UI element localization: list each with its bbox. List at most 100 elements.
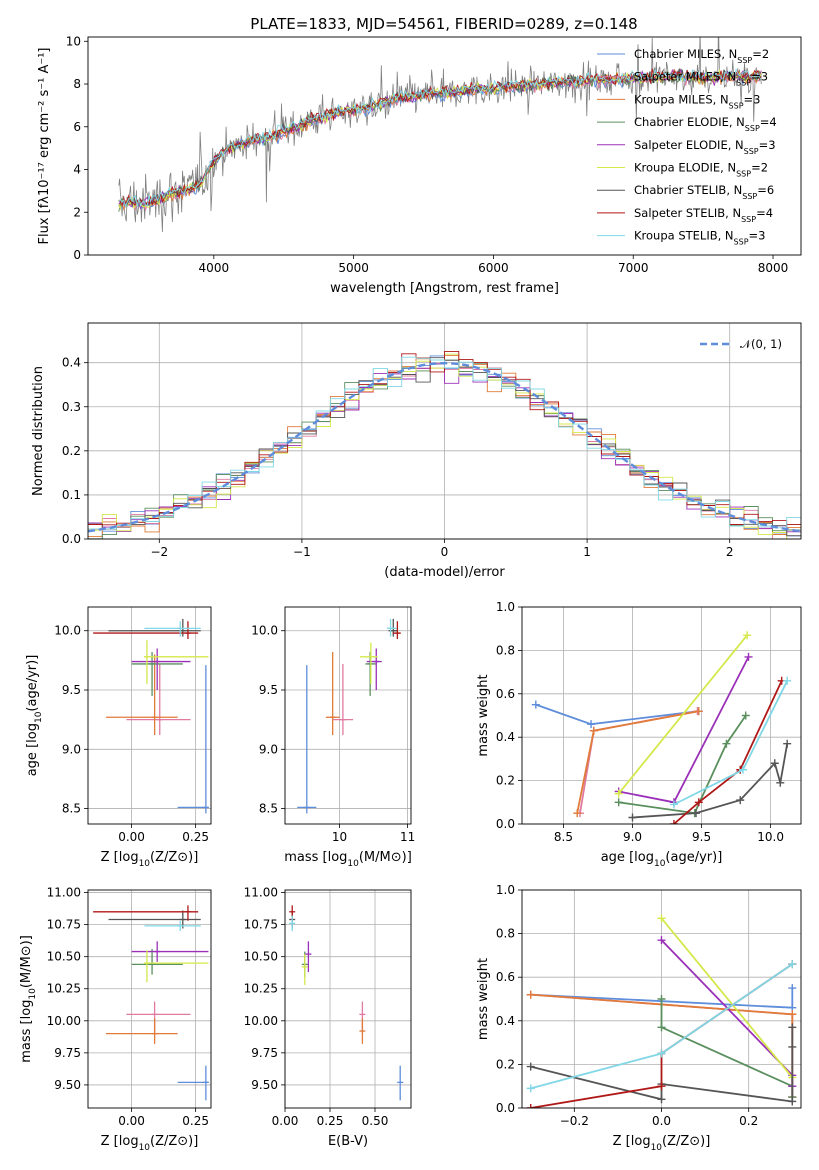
y-tick-label: 10.75 (47, 918, 81, 932)
y-tick-label: 9.0 (62, 742, 81, 756)
panel-weight_vs_Z: −0.2 0.0 0.2 0.0 0.2 0.4 0.6 0.8 1.0 Z [log10(Z/Z… (476, 883, 802, 1153)
plus-marker (788, 1097, 797, 1106)
plus-marker (587, 720, 596, 729)
x-tick-label: −1 (293, 545, 311, 559)
axes-frame (87, 36, 802, 256)
plot-area (93, 618, 209, 814)
plus-marker (628, 813, 637, 822)
x-tick-label: 8000 (758, 261, 789, 275)
y-axis-label: mass weight (476, 958, 491, 1040)
series-line (618, 634, 748, 795)
weight-series (669, 676, 792, 809)
series-line (535, 703, 699, 726)
plus-marker (783, 739, 792, 748)
y-tick-label: 9.5 (62, 683, 81, 697)
y-axis-label: mass weight (476, 674, 491, 756)
y-tick-label: 10.0 (251, 624, 278, 638)
plot-area (531, 631, 792, 824)
x-tick-label: 1 (583, 545, 591, 559)
x-tick-label: −0.2 (560, 1114, 589, 1128)
data-point (392, 621, 401, 640)
weight-series (614, 652, 753, 807)
data-point (359, 642, 378, 685)
weight-series (657, 995, 797, 1102)
plus-marker (788, 1023, 797, 1032)
plus-marker (526, 1084, 535, 1093)
y-tick-label: 0.4 (496, 1014, 515, 1028)
y-tick-label: 1.0 (496, 883, 515, 897)
x-tick-label: 0.25 (317, 1114, 344, 1128)
data-point (131, 948, 183, 975)
y-tick-label: 9.75 (251, 1046, 278, 1060)
x-tick-label: −2 (150, 545, 168, 559)
y-axis-label: Normed distribution (31, 366, 46, 496)
y-tick-label: 0.0 (62, 532, 81, 546)
y-tick-label: 0.0 (496, 817, 515, 831)
plus-marker (783, 676, 792, 685)
legend: Chabrier MILES, NSSP=2 Salpeter MILES, NS… (597, 47, 777, 246)
y-tick-label: 10.50 (47, 950, 81, 964)
axes-frame (87, 322, 802, 540)
panel-residuals: −2 −1 0 1 2 0.0 0.1 0.2 0.3 0.4 (data-model)/error… (31, 322, 802, 580)
y-tick-label: 0.2 (496, 774, 515, 788)
y-tick-label: 10.25 (244, 982, 278, 996)
y-tick-label: 11.00 (244, 886, 278, 900)
x-tick-label: 9.0 (623, 830, 642, 844)
y-tick-label: 2 (73, 205, 81, 219)
x-tick-label: 0.25 (182, 1114, 209, 1128)
weight-series (526, 1023, 797, 1106)
plus-marker (589, 726, 598, 735)
panel-age_vs_Z: 0.00 0.25 8.5 9.0 9.5 10.0 Z [log10(Z/Z⊙)] age … (25, 606, 212, 869)
data-point (105, 654, 178, 736)
data-point (144, 621, 201, 637)
plot-area (93, 905, 209, 1101)
y-tick-label: 0.1 (62, 488, 81, 502)
y-tick-label: 9.50 (54, 1078, 81, 1092)
plus-marker (692, 809, 701, 818)
y-axis-label: Flux [fλ10⁻¹⁷ erg cm⁻² s⁻¹ A⁻¹] (37, 48, 52, 245)
series-line (579, 710, 698, 814)
y-tick-label: 9.75 (54, 1046, 81, 1060)
data-point (143, 640, 209, 685)
axes-frame (87, 889, 212, 1109)
panel-age_vs_mass: 10 11 8.5 9.0 9.5 10.0 mass [log10(M/M⊙)] (251, 606, 415, 869)
y-tick-label: 0 (73, 248, 81, 262)
y-tick-label: 1.0 (496, 600, 515, 614)
y-tick-label: 10.75 (244, 918, 278, 932)
residual-histogram (88, 363, 801, 533)
x-tick-label: 0.00 (118, 1114, 145, 1128)
y-axis-label: mass [log10(M/M⊙)] (19, 935, 38, 1063)
x-tick-label: 6000 (478, 261, 509, 275)
plus-marker (770, 759, 779, 768)
plot-area (118, 37, 762, 233)
y-tick-label: 0.8 (496, 643, 515, 657)
plus-marker (743, 631, 752, 640)
plus-marker (531, 700, 540, 709)
plus-marker (614, 789, 623, 798)
y-axis-label: age [log10(age/yr)] (25, 655, 44, 777)
model-spectrum (118, 68, 762, 207)
x-tick-label: 0.2 (739, 1114, 758, 1128)
plus-marker (657, 914, 666, 923)
legend-label: Chabrier ELODIE, NSSP=4 (634, 115, 777, 133)
weight-series (614, 711, 750, 818)
plot-area (88, 350, 801, 539)
x-axis-label: Z [log10(Z/Z⊙)] (613, 1134, 711, 1153)
x-tick-label: 10 (332, 830, 347, 844)
plus-marker (657, 1095, 666, 1104)
plus-marker (657, 936, 666, 945)
x-tick-label: 2 (726, 545, 734, 559)
y-tick-label: 0.6 (496, 687, 515, 701)
y-tick-label: 0.2 (62, 444, 81, 458)
x-tick-label: 0.25 (182, 830, 209, 844)
y-tick-label: 0.3 (62, 400, 81, 414)
y-tick-label: 8 (73, 77, 81, 91)
weight-series (573, 707, 703, 818)
model-spectrum (118, 68, 762, 208)
x-axis-label: Z [log10(Z/Z⊙)] (101, 850, 199, 869)
y-tick-label: 0.6 (496, 970, 515, 984)
gaussian-curve (88, 361, 801, 533)
panel-mass_vs_Z: 0.00 0.25 9.50 9.75 10.00 10.25 10.50 10.75 11.0… (19, 886, 212, 1153)
x-axis-label: E(B-V) (328, 1134, 368, 1149)
legend-label: Kroupa STELIB, NSSP=3 (634, 229, 765, 247)
